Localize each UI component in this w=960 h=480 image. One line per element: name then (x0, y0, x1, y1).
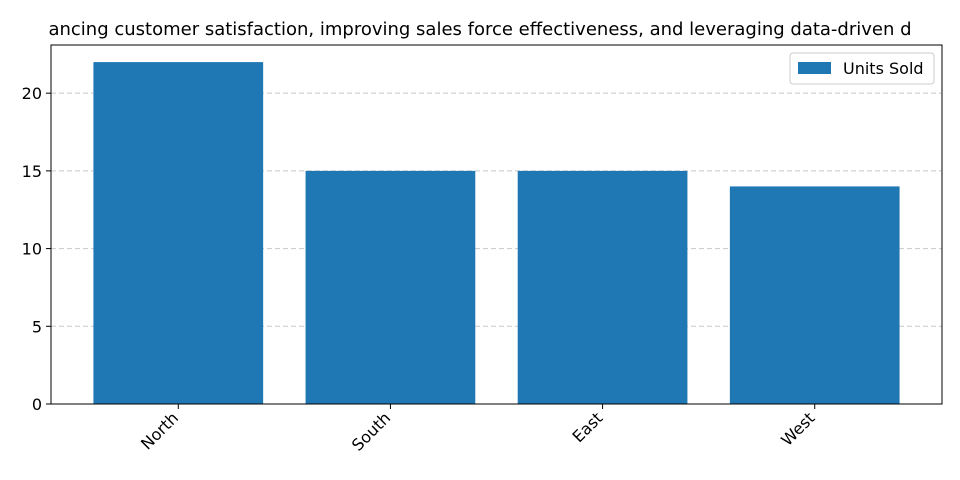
y-tick-label: 10 (22, 240, 42, 259)
legend: Units Sold (789, 52, 935, 85)
bar (729, 186, 900, 404)
x-tick-label: South (348, 408, 394, 454)
bars-layer (93, 62, 900, 404)
bar (517, 170, 688, 404)
bar (93, 62, 264, 404)
bar (305, 170, 476, 404)
legend-box (789, 52, 935, 85)
x-tick-label: North (137, 408, 182, 453)
x-tick-label: West (777, 408, 818, 449)
chart-title: ancing customer satisfaction, improving … (48, 19, 911, 40)
y-tick-label: 0 (32, 395, 42, 414)
x-tick-label: East (569, 408, 607, 446)
legend-label: Units Sold (843, 59, 924, 78)
plot-frame (50, 44, 943, 405)
y-tick-label: 5 (32, 317, 42, 336)
y-tick-label: 20 (22, 84, 42, 103)
y-axis: 0 5 10 15 20 (22, 84, 51, 414)
legend-swatch (798, 62, 831, 74)
x-axis: North South East West (137, 404, 819, 455)
y-tick-label: 15 (22, 162, 42, 181)
